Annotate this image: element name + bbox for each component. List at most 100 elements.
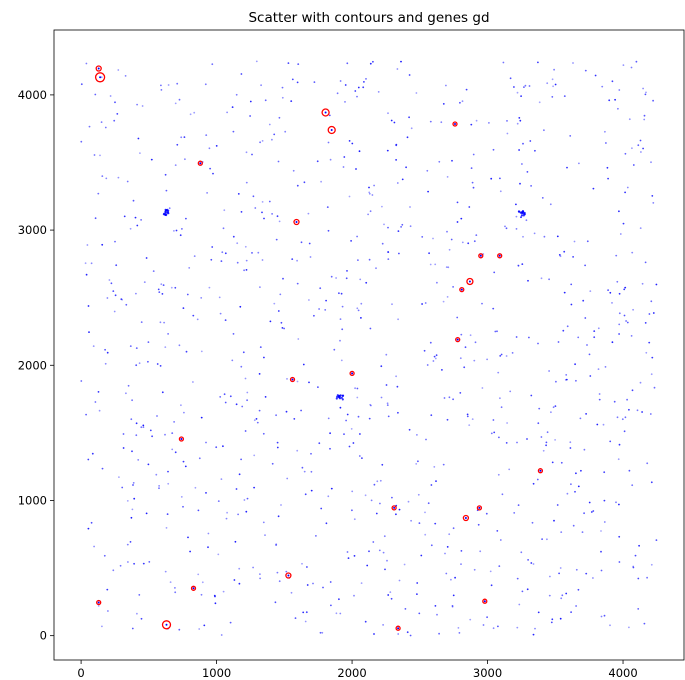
scatter-point <box>99 154 101 157</box>
scatter-point <box>211 63 214 66</box>
scatter-point <box>296 282 299 285</box>
scatter-point <box>251 153 253 156</box>
scatter-point <box>338 598 340 601</box>
scatter-point <box>442 300 445 303</box>
scatter-point <box>284 130 287 133</box>
scatter-point <box>385 384 388 386</box>
scatter-point <box>277 515 280 518</box>
scatter-point <box>283 327 285 330</box>
cluster-point <box>520 214 524 217</box>
scatter-point <box>458 632 461 634</box>
scatter-point <box>218 296 221 299</box>
scatter-point <box>233 579 236 581</box>
scatter-point <box>605 142 607 144</box>
scatter-point <box>434 605 437 607</box>
scatter-point <box>300 241 303 244</box>
scatter-point <box>308 299 310 301</box>
scatter-point <box>189 550 192 553</box>
scatter-point <box>226 111 229 114</box>
scatter-point <box>651 356 654 359</box>
gene-marker-center <box>351 372 354 375</box>
scatter-point <box>255 418 258 420</box>
scatter-point <box>471 181 474 184</box>
scatter-point <box>530 185 532 187</box>
scatter-point <box>88 125 91 128</box>
scatter-point <box>113 310 116 313</box>
scatter-point <box>194 486 197 489</box>
scatter-point <box>441 369 443 371</box>
scatter-point <box>466 415 469 418</box>
scatter-point <box>353 518 356 521</box>
gene-marker-center <box>479 254 482 257</box>
gene-marker-center <box>330 129 333 131</box>
scatter-point <box>523 86 525 88</box>
gene-marker <box>289 376 296 383</box>
scatter-point <box>368 417 371 420</box>
scatter-point <box>261 140 264 142</box>
scatter-point <box>592 577 594 579</box>
scatter-point <box>182 307 185 309</box>
scatter-point <box>611 341 614 344</box>
scatter-point <box>127 561 129 563</box>
gene-marker-center <box>180 438 183 440</box>
scatter-point <box>609 440 612 443</box>
gene-marker-center <box>460 288 463 291</box>
scatter-point <box>443 397 446 399</box>
scatter-point <box>180 404 182 407</box>
scatter-point <box>285 410 288 413</box>
scatter-point <box>522 142 524 145</box>
scatter-point <box>296 184 299 187</box>
scatter-point <box>205 134 208 137</box>
scatter-point <box>352 442 355 444</box>
scatter-point <box>106 351 109 354</box>
scatter-point <box>276 215 279 218</box>
scatter-point <box>193 111 196 114</box>
scatter-point <box>552 406 555 409</box>
scatter-point <box>426 364 429 366</box>
scatter-point <box>623 314 626 317</box>
scatter-point <box>124 75 127 77</box>
scatter-point <box>650 373 653 376</box>
scatter-point <box>86 244 89 246</box>
scatter-point <box>231 106 234 108</box>
scatter-point <box>341 328 344 331</box>
scatter-point <box>655 539 658 541</box>
scatter-point <box>294 617 297 619</box>
scatter-point <box>640 151 642 153</box>
scatter-point <box>303 470 306 473</box>
scatter-point <box>346 270 348 272</box>
scatter-point <box>277 160 280 163</box>
scatter-point <box>583 448 586 451</box>
scatter-point <box>116 113 119 115</box>
scatter-point <box>282 277 284 280</box>
scatter-point <box>424 302 427 304</box>
scatter-point <box>353 555 356 557</box>
scatter-point <box>174 451 177 454</box>
gene-marker <box>452 121 458 127</box>
scatter-point <box>537 61 539 64</box>
scatter-point <box>532 482 535 485</box>
scatter-point <box>103 554 106 557</box>
scatter-point <box>302 363 305 366</box>
scatter-point <box>416 434 418 436</box>
scatter-point <box>360 582 363 584</box>
scatter-point <box>340 292 343 295</box>
scatter-point <box>280 321 283 324</box>
scatter-point <box>534 149 536 152</box>
scatter-point <box>616 416 619 419</box>
scatter-point <box>475 119 478 122</box>
scatter-point <box>578 162 580 165</box>
scatter-point <box>259 286 261 288</box>
scatter-point <box>246 391 249 394</box>
scatter-point <box>600 569 603 572</box>
scatter-point <box>600 615 603 618</box>
scatter-point <box>537 342 539 345</box>
scatter-point <box>304 620 307 623</box>
scatter-point <box>611 80 614 83</box>
scatter-point <box>113 119 116 122</box>
scatter-point <box>148 561 151 563</box>
scatter-point <box>565 592 568 595</box>
scatter-point <box>604 366 607 368</box>
x-tick-label: 0 <box>77 666 84 680</box>
scatter-point <box>140 219 143 221</box>
